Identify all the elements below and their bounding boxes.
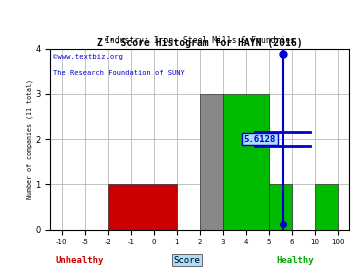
- Text: 5.6128: 5.6128: [244, 134, 276, 144]
- Title: Z''-Score Histogram for HAYN (2016): Z''-Score Histogram for HAYN (2016): [97, 38, 303, 48]
- Text: ©www.textbiz.org: ©www.textbiz.org: [53, 54, 123, 60]
- Text: Unhealthy: Unhealthy: [55, 256, 103, 265]
- Text: Healthy: Healthy: [276, 256, 314, 265]
- Bar: [269, 184, 292, 230]
- Bar: [200, 94, 223, 230]
- Bar: [108, 184, 177, 230]
- Y-axis label: Number of companies (11 total): Number of companies (11 total): [26, 79, 32, 199]
- Text: Industry: Iron, Steel Mills & Foundries: Industry: Iron, Steel Mills & Foundries: [105, 36, 295, 45]
- Bar: [223, 94, 269, 230]
- Text: The Research Foundation of SUNY: The Research Foundation of SUNY: [53, 70, 185, 76]
- Text: Score: Score: [174, 256, 201, 265]
- Bar: [315, 184, 338, 230]
